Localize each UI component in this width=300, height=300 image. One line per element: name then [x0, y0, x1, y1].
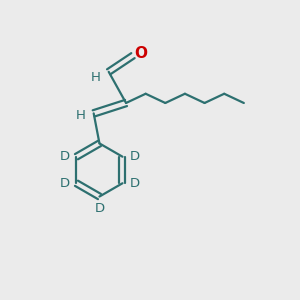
Text: D: D	[129, 150, 140, 163]
Text: D: D	[94, 202, 104, 215]
Text: H: H	[91, 71, 101, 84]
Text: D: D	[129, 177, 140, 190]
Text: H: H	[76, 109, 86, 122]
Text: D: D	[59, 150, 70, 163]
Text: O: O	[134, 46, 147, 61]
Text: D: D	[59, 177, 70, 190]
